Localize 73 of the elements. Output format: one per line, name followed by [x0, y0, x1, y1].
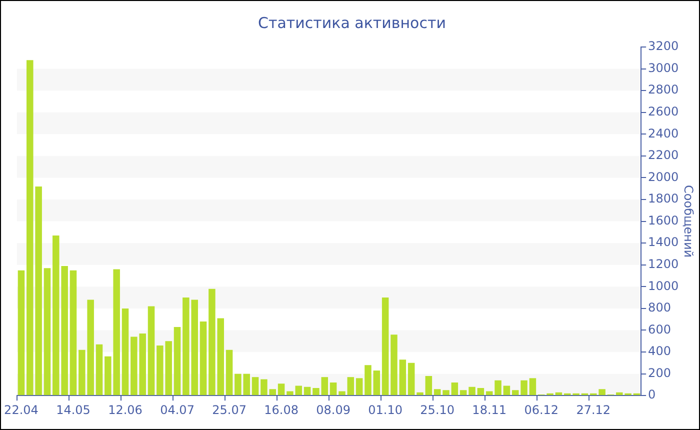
bar [451, 382, 458, 396]
bar [425, 376, 432, 396]
bar [408, 362, 415, 396]
bar [399, 360, 406, 396]
bar [338, 391, 346, 396]
bar [434, 389, 441, 396]
bar [278, 384, 285, 396]
bar [174, 326, 181, 396]
y-tick-label: 200 [648, 366, 671, 380]
y-tick-label: 2200 [648, 148, 679, 162]
bar [382, 298, 389, 396]
x-tick-label: 04.07 [160, 402, 194, 417]
bar [486, 391, 493, 396]
y-axis-title: Сообщений [682, 185, 696, 258]
bar [330, 382, 337, 396]
bar [468, 386, 476, 396]
x-tick-label: 16.08 [264, 402, 298, 417]
bar [390, 334, 398, 396]
bar [460, 390, 467, 396]
y-tick-label: 1000 [648, 278, 679, 293]
bar [226, 350, 233, 396]
x-tick-label: 01.10 [368, 402, 403, 417]
bar [122, 308, 129, 396]
bar [356, 378, 363, 396]
bar [416, 392, 424, 396]
bar [373, 370, 380, 396]
bar [252, 377, 259, 396]
bar [295, 386, 302, 396]
x-tick-label: 08.09 [316, 402, 350, 417]
x-tick-label: 25.07 [212, 402, 246, 417]
y-tick-label: 0 [648, 388, 656, 402]
bar [200, 322, 207, 396]
bar [442, 390, 450, 396]
bar [260, 379, 268, 396]
y-tick-label: 400 [648, 344, 671, 358]
bar [512, 390, 519, 396]
x-tick-label: 27.12 [576, 402, 611, 417]
bar [312, 388, 320, 396]
y-tick-label: 2800 [648, 82, 679, 97]
y-tick-label: 3000 [648, 60, 679, 75]
y-tick-label: 800 [648, 300, 671, 315]
bar [269, 389, 276, 396]
chart-title: Статистика активности [258, 14, 446, 32]
x-tick-label: 25.10 [420, 402, 455, 417]
y-tick-label: 2600 [648, 104, 679, 118]
y-tick-label: 1400 [648, 235, 679, 250]
bar [503, 386, 510, 396]
x-tick-label: 14.05 [56, 402, 90, 417]
y-tick-label: 2000 [648, 170, 679, 184]
x-tick-label: 18.11 [472, 402, 507, 417]
bar [70, 270, 77, 396]
bar [18, 270, 25, 396]
bar [364, 365, 372, 396]
bar [304, 386, 311, 396]
bar [494, 380, 502, 396]
bar [96, 344, 103, 396]
bar [529, 378, 536, 396]
bar [148, 306, 155, 396]
bar [44, 268, 51, 396]
x-tick-label: 12.06 [108, 402, 142, 417]
x-tick-label: 06.12 [524, 402, 559, 417]
y-tick-label: 2400 [648, 126, 679, 140]
y-tick-label: 1600 [648, 213, 679, 228]
y-tick-label: 600 [648, 322, 671, 336]
x-tick-label: 22.04 [4, 402, 38, 417]
y-tick-label: 1800 [648, 192, 679, 206]
bar [477, 388, 484, 396]
y-tick-label: 1200 [648, 257, 679, 271]
bar [347, 377, 354, 396]
bar [520, 380, 528, 396]
y-tick-label: 3200 [648, 39, 679, 54]
bar [321, 377, 328, 396]
bar [286, 391, 294, 396]
